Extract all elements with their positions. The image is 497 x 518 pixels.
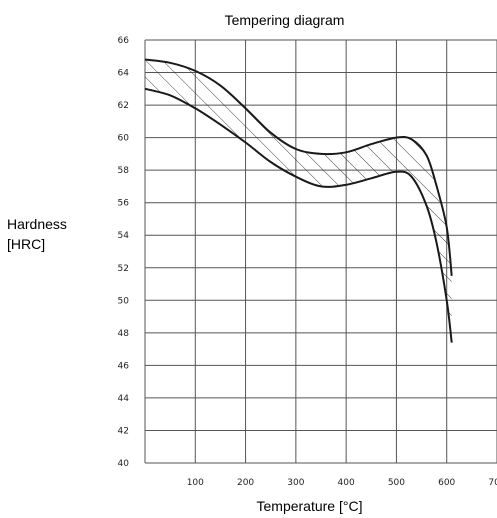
y-tick-label: 52 <box>118 264 129 274</box>
x-axis-label: Temperature [°C] <box>256 498 363 514</box>
y-tick-label: 64 <box>118 69 130 79</box>
y-tick-label: 58 <box>118 166 130 176</box>
x-tick-label: 600 <box>438 478 455 488</box>
y-tick-label: 62 <box>118 101 129 111</box>
y-tick-label: 54 <box>118 231 130 241</box>
y-axis-label-line-2: [HRC] <box>7 236 46 252</box>
y-tick-label: 48 <box>118 329 130 339</box>
chart-title: Tempering diagram <box>224 12 345 28</box>
y-tick-label: 44 <box>118 394 130 404</box>
x-tick-label: 500 <box>388 478 405 488</box>
x-tick-label: 200 <box>237 478 254 488</box>
x-tick-label: 100 <box>187 478 204 488</box>
hardness-band-fill <box>145 59 452 343</box>
y-tick-label: 66 <box>118 36 130 46</box>
y-tick-label: 42 <box>118 426 129 436</box>
y-tick-label: 60 <box>118 134 130 144</box>
y-tick-label: 40 <box>118 459 130 469</box>
upper-hardness-curve <box>144 58 453 276</box>
y-axis-label-line-1: Hardness <box>7 216 67 232</box>
x-tick-label: 700 <box>488 478 497 488</box>
y-tick-label: 50 <box>118 296 130 306</box>
x-tick-label: 300 <box>287 478 304 488</box>
y-tick-label: 46 <box>118 361 130 371</box>
y-axis-label: Hardness [HRC] <box>7 214 67 254</box>
tick-labels: 40 42 44 46 48 50 52 54 56 58 60 62 64 66 100 200 300 400… <box>118 36 497 488</box>
y-tick-label: 56 <box>118 199 130 209</box>
x-tick-label: 400 <box>338 478 355 488</box>
lower-hardness-curve <box>144 87 453 343</box>
hardness-band <box>144 58 453 343</box>
